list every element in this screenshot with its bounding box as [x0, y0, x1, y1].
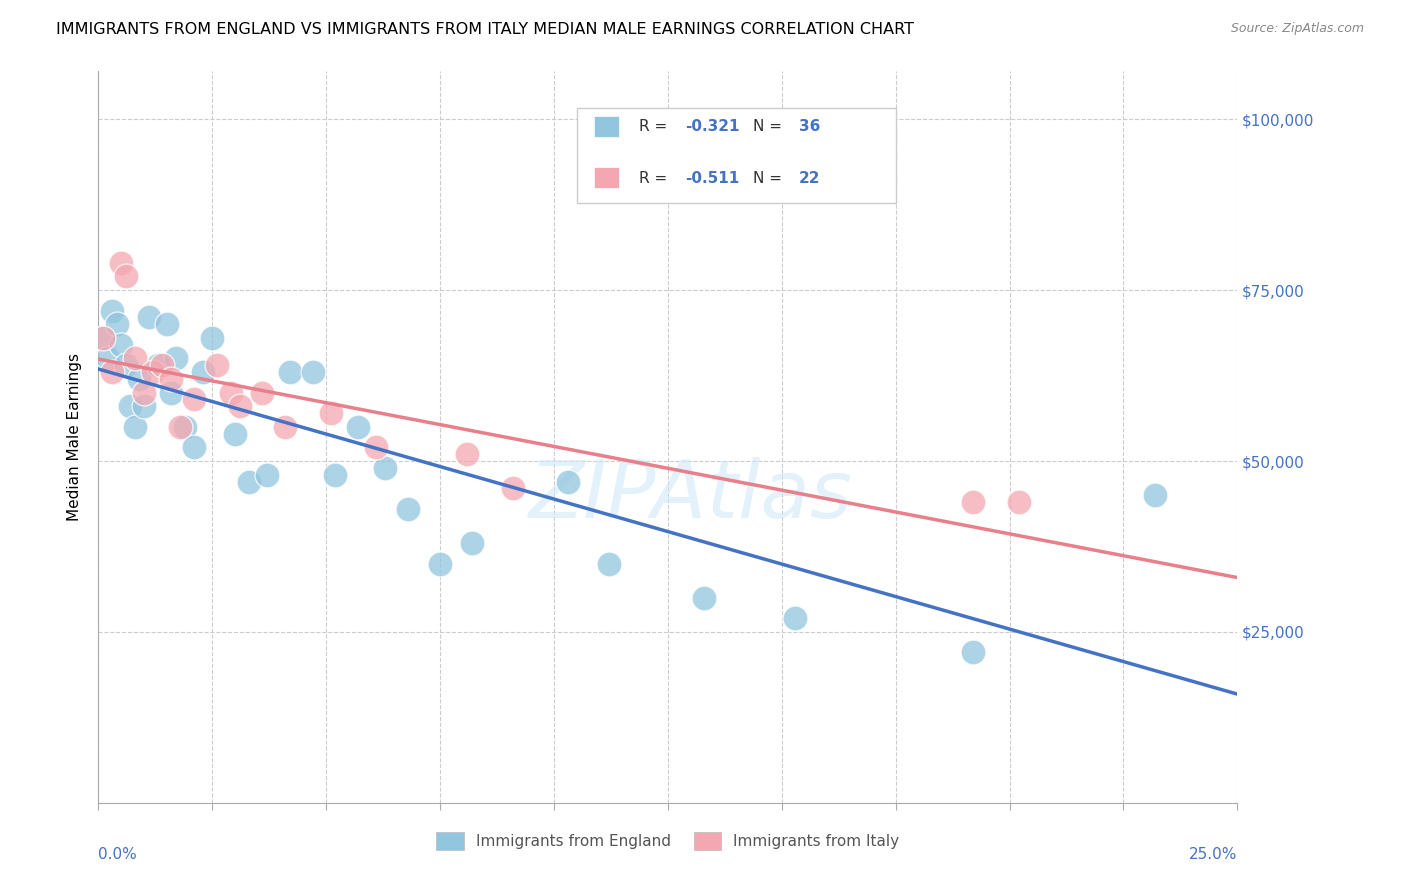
Text: 22: 22: [799, 170, 820, 186]
Point: [429, 557, 451, 571]
Text: -0.321: -0.321: [685, 120, 740, 135]
Point: [224, 426, 246, 441]
Point: [124, 351, 146, 366]
Point: [252, 385, 274, 400]
Text: 36: 36: [799, 120, 820, 135]
Point: [142, 365, 165, 379]
Point: [150, 359, 173, 373]
Point: [114, 269, 136, 284]
Point: [598, 557, 620, 571]
Legend: Immigrants from England, Immigrants from Italy: Immigrants from England, Immigrants from…: [429, 824, 907, 857]
Point: [183, 392, 205, 407]
Point: [110, 338, 132, 352]
Point: [256, 467, 278, 482]
Point: [101, 365, 124, 379]
Point: [169, 420, 191, 434]
Point: [96, 351, 118, 366]
Point: [557, 475, 579, 489]
Point: [502, 481, 524, 495]
Point: [785, 611, 807, 625]
Point: [319, 406, 342, 420]
Y-axis label: Median Male Earnings: Median Male Earnings: [67, 353, 83, 521]
Point: [183, 440, 205, 454]
Text: ZIPAtlas: ZIPAtlas: [529, 457, 852, 534]
Point: [165, 351, 187, 366]
Text: 25.0%: 25.0%: [1189, 847, 1237, 862]
Text: IMMIGRANTS FROM ENGLAND VS IMMIGRANTS FROM ITALY MEDIAN MALE EARNINGS CORRELATIO: IMMIGRANTS FROM ENGLAND VS IMMIGRANTS FR…: [56, 22, 914, 37]
Point: [238, 475, 260, 489]
Point: [132, 385, 155, 400]
Point: [278, 365, 301, 379]
Point: [396, 501, 419, 516]
Point: [456, 447, 478, 461]
Point: [962, 645, 984, 659]
Point: [228, 400, 250, 414]
Point: [461, 536, 484, 550]
Point: [323, 467, 346, 482]
FancyBboxPatch shape: [593, 116, 619, 137]
Point: [1144, 488, 1167, 502]
Point: [201, 331, 224, 345]
Point: [193, 365, 215, 379]
Point: [110, 256, 132, 270]
Point: [132, 400, 155, 414]
Point: [693, 591, 716, 605]
Point: [105, 318, 128, 332]
Point: [205, 359, 228, 373]
Point: [301, 365, 323, 379]
FancyBboxPatch shape: [576, 108, 896, 203]
Point: [114, 359, 136, 373]
Point: [1007, 495, 1029, 509]
Point: [160, 372, 183, 386]
Text: N =: N =: [754, 170, 787, 186]
FancyBboxPatch shape: [593, 168, 619, 188]
Text: N =: N =: [754, 120, 787, 135]
Point: [366, 440, 388, 454]
Text: Source: ZipAtlas.com: Source: ZipAtlas.com: [1230, 22, 1364, 36]
Point: [274, 420, 297, 434]
Point: [374, 460, 396, 475]
Text: R =: R =: [640, 170, 672, 186]
Point: [91, 331, 114, 345]
Text: R =: R =: [640, 120, 672, 135]
Point: [91, 331, 114, 345]
Text: 0.0%: 0.0%: [98, 847, 138, 862]
Point: [962, 495, 984, 509]
Point: [101, 303, 124, 318]
Point: [156, 318, 179, 332]
Point: [138, 310, 160, 325]
Point: [174, 420, 197, 434]
Text: -0.511: -0.511: [685, 170, 740, 186]
Point: [347, 420, 370, 434]
Point: [219, 385, 242, 400]
Point: [128, 372, 150, 386]
Point: [120, 400, 142, 414]
Point: [160, 385, 183, 400]
Point: [146, 359, 169, 373]
Point: [124, 420, 146, 434]
